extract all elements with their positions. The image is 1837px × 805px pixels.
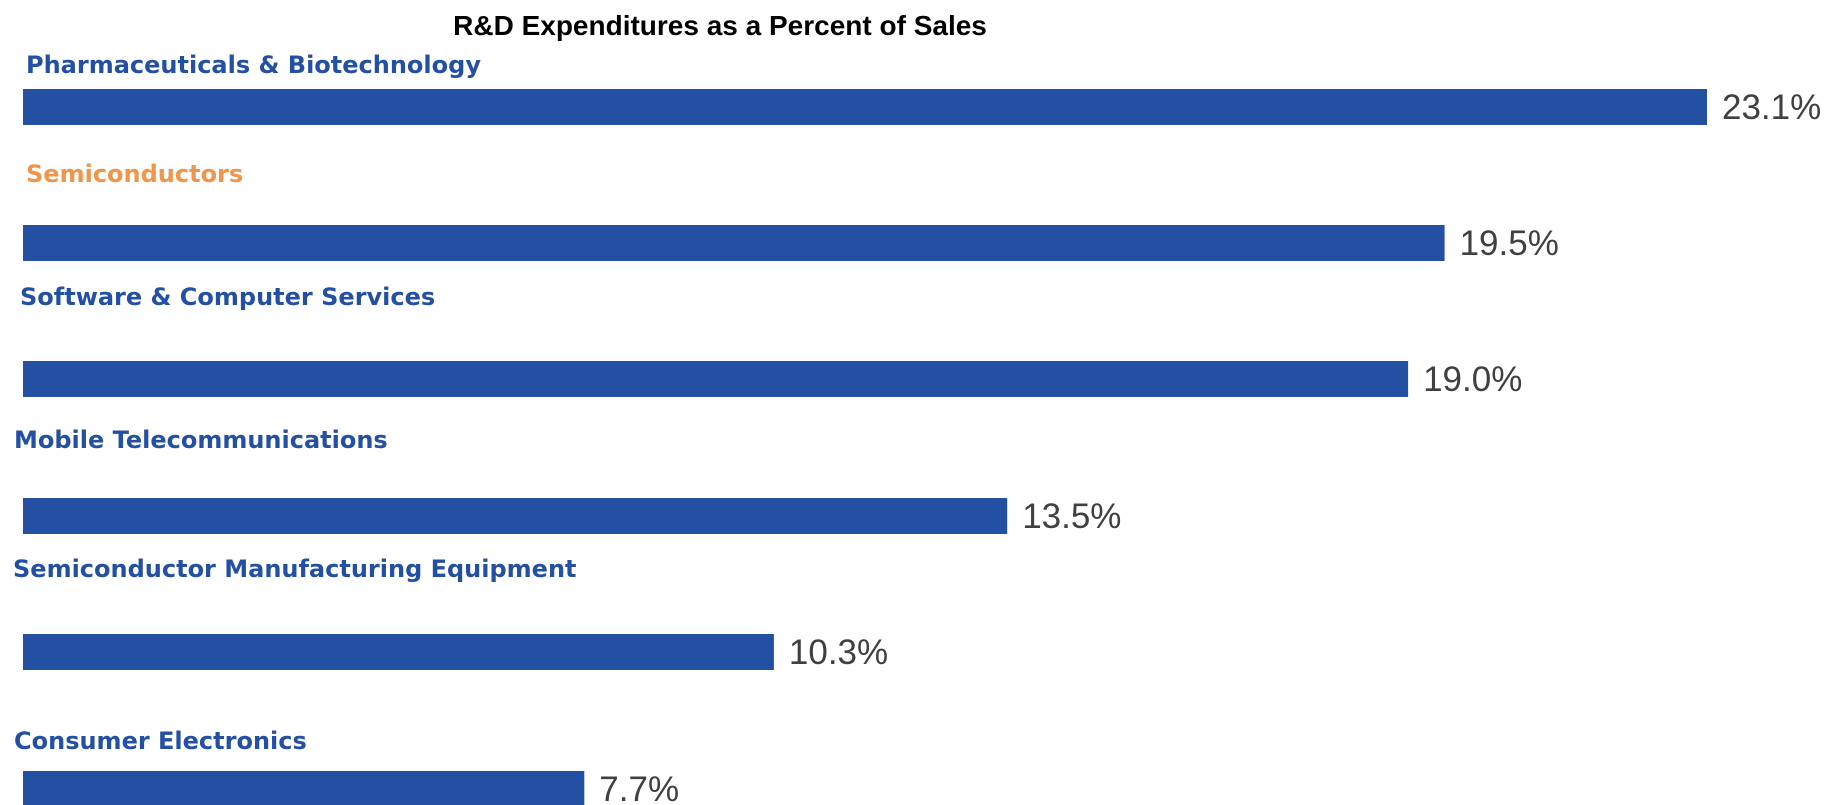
category-label: Software & Computer Services	[20, 283, 435, 311]
bar	[23, 771, 584, 805]
data-label: 23.1%	[1722, 88, 1821, 127]
bar	[23, 361, 1408, 397]
category-label: Pharmaceuticals & Biotechnology	[26, 51, 481, 79]
category-label: Mobile Telecommunications	[14, 426, 388, 454]
bars-layer: Pharmaceuticals & Biotechnology 23.1% Semi…	[13, 51, 1821, 805]
bar	[23, 498, 1007, 534]
category-label: Semiconductor Manufacturing Equipment	[13, 555, 577, 583]
category-label: Semiconductors	[26, 160, 243, 188]
bar	[23, 225, 1445, 261]
chart-title: R&D Expenditures as a Percent of Sales	[453, 10, 987, 41]
bar	[23, 89, 1707, 125]
data-label: 19.0%	[1423, 360, 1522, 399]
data-label: 7.7%	[599, 770, 679, 805]
data-label: 19.5%	[1460, 224, 1559, 263]
data-label: 10.3%	[789, 633, 888, 672]
data-label: 13.5%	[1022, 497, 1121, 536]
bar	[23, 634, 774, 670]
category-label: Consumer Electronics	[14, 727, 307, 755]
